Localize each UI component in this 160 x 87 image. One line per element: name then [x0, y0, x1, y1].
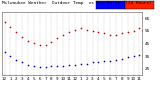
Text: Milwaukee Weather  Outdoor Temp  vs Dew Point  (24 Hours): Milwaukee Weather Outdoor Temp vs Dew Po… [2, 1, 151, 5]
